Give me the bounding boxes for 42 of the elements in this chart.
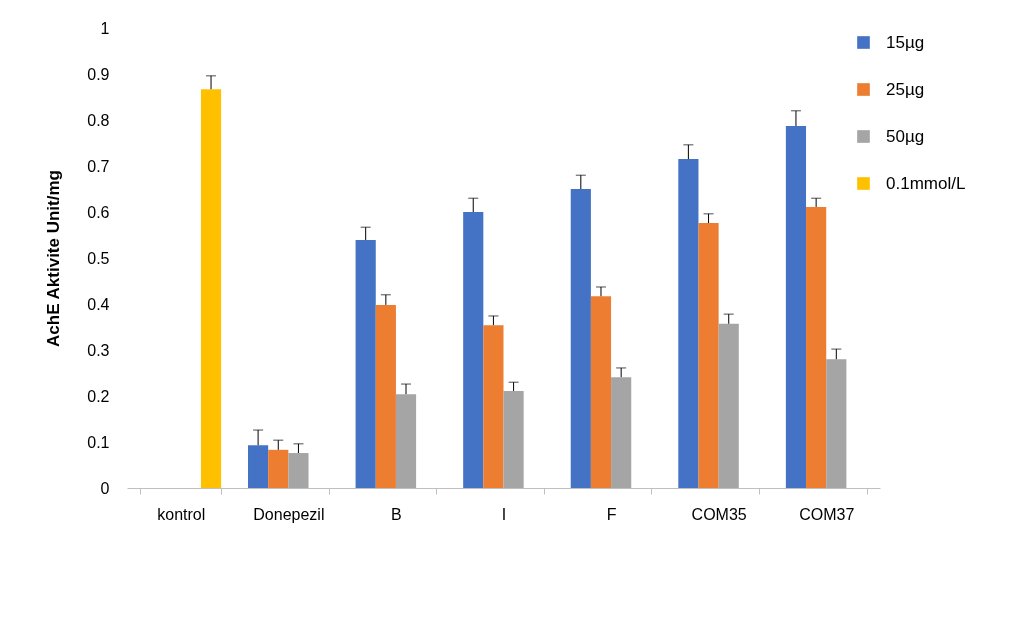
bar [698, 223, 719, 488]
bar [718, 323, 739, 488]
x-tick-label: I [501, 505, 507, 523]
y-tick-label: 0.7 [87, 157, 110, 175]
bar [785, 125, 807, 488]
bar [503, 390, 524, 488]
y-tick-label: 0.5 [87, 249, 110, 267]
y-tick-label: 1 [100, 19, 110, 37]
bar [570, 189, 591, 488]
x-tick-label: kontrol [157, 505, 206, 523]
y-tick-label: 0 [100, 479, 110, 497]
y-tick-label: 0.3 [87, 341, 110, 359]
bar [268, 449, 289, 488]
bar [395, 394, 417, 488]
x-tick-label: Donepezil [253, 505, 325, 523]
y-axis-title: AchE Aktivite Unit/mg [44, 170, 64, 347]
bar [590, 296, 612, 488]
x-tick-label: B [391, 505, 402, 523]
legend-label: 25µg [886, 79, 925, 99]
x-tick-label: COM37 [799, 505, 855, 523]
bar [806, 206, 827, 488]
y-tick-label: 0.1 [87, 433, 110, 451]
bar [826, 359, 847, 488]
y-tick-label: 0.9 [87, 65, 110, 83]
bar [200, 89, 222, 488]
y-tick-label: 0.4 [87, 295, 110, 313]
bar [375, 304, 396, 488]
legend-label: 15µg [886, 32, 925, 52]
y-tick-label: 0.6 [87, 203, 110, 221]
legend-label: 50µg [886, 126, 925, 146]
bar [355, 240, 376, 488]
legend-label: 0.1mmol/L [886, 173, 966, 193]
bar [678, 159, 699, 488]
bar [288, 453, 309, 488]
bar [463, 212, 484, 488]
bar [248, 445, 269, 488]
y-tick-label: 0.8 [87, 111, 110, 129]
bar [611, 377, 632, 488]
x-tick-label: COM35 [691, 505, 747, 523]
y-tick-label: 0.2 [87, 387, 110, 405]
x-tick-label: F [606, 505, 617, 523]
bar [483, 325, 504, 488]
